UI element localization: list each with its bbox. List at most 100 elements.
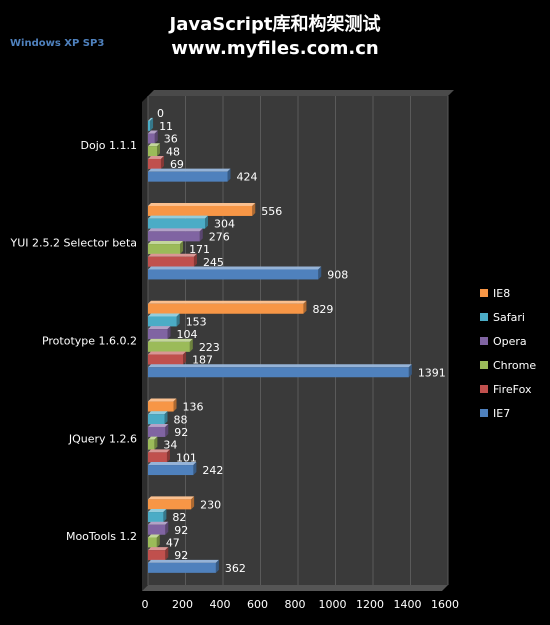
bar-jquery-1-2-6-chrome bbox=[148, 439, 155, 450]
bar-mootools-1-2-ie7-side bbox=[215, 559, 219, 573]
bar-prototype-1-6-0-2-opera-top bbox=[148, 326, 171, 330]
bar-mootools-1-2-ie8 bbox=[148, 499, 192, 510]
data-label: 304 bbox=[214, 218, 235, 231]
legend-label: IE8 bbox=[493, 287, 510, 300]
data-label: 1391 bbox=[418, 366, 446, 379]
bar-dojo-1-1-1-opera bbox=[148, 133, 155, 144]
bar-mootools-1-2-ie7 bbox=[148, 562, 216, 573]
data-label: 556 bbox=[261, 205, 282, 218]
x-tick-label: 400 bbox=[210, 598, 231, 611]
bar-yui-2-5-2-selector-beta-ie8 bbox=[148, 205, 253, 216]
data-label: 92 bbox=[174, 524, 188, 537]
bar-prototype-1-6-0-2-firefox-side bbox=[183, 351, 187, 365]
os-subtitle: Windows XP SP3 bbox=[10, 38, 105, 49]
legend-swatch-ie8 bbox=[480, 289, 488, 297]
bar-yui-2-5-2-selector-beta-firefox-side bbox=[193, 253, 197, 267]
bar-jquery-1-2-6-ie7 bbox=[148, 465, 194, 476]
category-label: Dojo 1.1.1 bbox=[81, 139, 137, 152]
bar-prototype-1-6-0-2-ie8-side bbox=[303, 300, 307, 314]
data-label: 242 bbox=[202, 464, 223, 477]
bar-jquery-1-2-6-firefox bbox=[148, 452, 167, 463]
bar-yui-2-5-2-selector-beta-opera bbox=[148, 231, 200, 242]
data-label: 908 bbox=[327, 268, 348, 281]
bar-mootools-1-2-chrome bbox=[148, 537, 157, 548]
bar-dojo-1-1-1-safari-top bbox=[148, 117, 154, 121]
bar-mootools-1-2-opera-top bbox=[148, 521, 169, 525]
bar-dojo-1-1-1-opera-top bbox=[148, 130, 158, 134]
bar-mootools-1-2-safari-side bbox=[163, 509, 167, 523]
bar-jquery-1-2-6-safari-side bbox=[164, 411, 168, 425]
bar-yui-2-5-2-selector-beta-chrome bbox=[148, 244, 181, 255]
bar-yui-2-5-2-selector-beta-ie7-side bbox=[318, 266, 322, 280]
data-label: 245 bbox=[203, 256, 224, 269]
bar-yui-2-5-2-selector-beta-ie7-top bbox=[148, 266, 322, 270]
data-label: 153 bbox=[186, 315, 207, 328]
bar-mootools-1-2-ie8-top bbox=[148, 496, 195, 500]
bar-prototype-1-6-0-2-firefox bbox=[148, 354, 184, 365]
bar-yui-2-5-2-selector-beta-opera-side bbox=[199, 228, 203, 242]
bar-jquery-1-2-6-ie8 bbox=[148, 401, 174, 412]
bar-mootools-1-2-firefox bbox=[148, 550, 166, 561]
bar-prototype-1-6-0-2-firefox-top bbox=[148, 351, 187, 355]
bar-yui-2-5-2-selector-beta-safari-top bbox=[148, 215, 208, 219]
bar-prototype-1-6-0-2-opera-side bbox=[167, 326, 171, 340]
legend-swatch-ie7 bbox=[480, 409, 488, 417]
bar-jquery-1-2-6-safari bbox=[148, 414, 165, 425]
bar-yui-2-5-2-selector-beta-safari bbox=[148, 218, 205, 229]
bar-yui-2-5-2-selector-beta-firefox-top bbox=[148, 253, 197, 257]
legend-label: IE7 bbox=[493, 407, 510, 420]
bar-jquery-1-2-6-ie7-top bbox=[148, 462, 197, 466]
bar-prototype-1-6-0-2-opera bbox=[148, 329, 168, 340]
data-label: 276 bbox=[209, 230, 230, 243]
data-label: 101 bbox=[176, 451, 197, 464]
bar-jquery-1-2-6-ie7-side bbox=[193, 462, 197, 476]
bar-jquery-1-2-6-ie8-top bbox=[148, 398, 177, 402]
plot-area-top bbox=[148, 90, 454, 96]
plot-area-floor bbox=[142, 585, 448, 591]
bar-mootools-1-2-chrome-side bbox=[156, 534, 160, 548]
data-label: 0 bbox=[157, 107, 164, 120]
bar-mootools-1-2-ie8-side bbox=[191, 496, 195, 510]
data-label: 47 bbox=[166, 536, 180, 549]
x-tick-label: 1200 bbox=[356, 598, 384, 611]
x-tick-label: 1600 bbox=[431, 598, 459, 611]
category-label: YUI 2.5.2 Selector beta bbox=[10, 237, 137, 250]
bar-jquery-1-2-6-chrome-side bbox=[154, 436, 158, 450]
bar-mootools-1-2-ie7-top bbox=[148, 559, 219, 563]
data-label: 362 bbox=[225, 562, 246, 575]
bar-dojo-1-1-1-safari bbox=[148, 120, 151, 131]
data-label: 34 bbox=[163, 439, 177, 452]
x-tick-label: 800 bbox=[285, 598, 306, 611]
bar-dojo-1-1-1-safari-side bbox=[150, 117, 154, 131]
bar-dojo-1-1-1-opera-side bbox=[154, 130, 158, 144]
bar-prototype-1-6-0-2-chrome-top bbox=[148, 338, 193, 342]
bar-jquery-1-2-6-opera-side bbox=[165, 423, 169, 437]
chart-url-title: www.myfiles.com.cn bbox=[171, 38, 379, 59]
bar-jquery-1-2-6-firefox-side bbox=[166, 449, 170, 463]
x-tick-label: 200 bbox=[172, 598, 193, 611]
bar-prototype-1-6-0-2-ie7-side bbox=[408, 364, 412, 378]
legend-label: FireFox bbox=[493, 383, 532, 396]
data-label: 136 bbox=[183, 401, 204, 414]
data-label: 104 bbox=[177, 328, 198, 341]
category-label: Prototype 1.6.0.2 bbox=[42, 335, 137, 348]
bar-prototype-1-6-0-2-chrome-side bbox=[189, 338, 193, 352]
data-label: 11 bbox=[159, 120, 173, 133]
bar-yui-2-5-2-selector-beta-ie8-side bbox=[252, 202, 256, 216]
data-label: 223 bbox=[199, 341, 220, 354]
bar-prototype-1-6-0-2-safari bbox=[148, 316, 177, 327]
bar-jquery-1-2-6-opera bbox=[148, 426, 166, 437]
data-label: 36 bbox=[164, 133, 178, 146]
bar-mootools-1-2-opera bbox=[148, 524, 166, 535]
bar-dojo-1-1-1-chrome-side bbox=[157, 143, 160, 157]
bar-dojo-1-1-1-ie7 bbox=[148, 171, 228, 182]
legend-swatch-chrome bbox=[480, 361, 488, 369]
bar-prototype-1-6-0-2-ie7 bbox=[148, 367, 409, 378]
legend-label: Safari bbox=[493, 311, 525, 324]
data-label: 230 bbox=[200, 498, 221, 511]
x-tick-label: 1000 bbox=[319, 598, 347, 611]
bar-prototype-1-6-0-2-chrome bbox=[148, 341, 190, 352]
x-tick-label: 0 bbox=[142, 598, 149, 611]
